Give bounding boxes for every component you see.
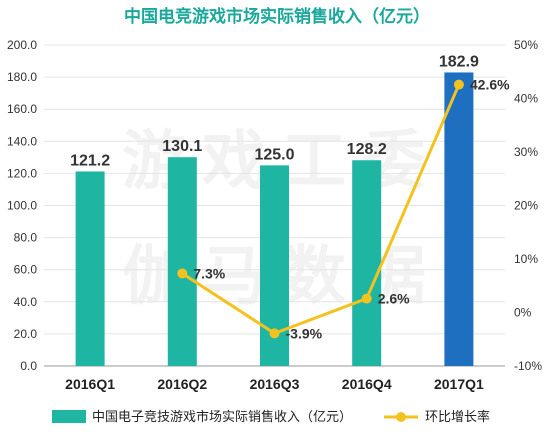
growth-line-series: 7.3% -3.9% 2.6% 42.6% (177, 77, 510, 341)
bar-series: 121.2 130.1 125.0 128.2 182.9 (70, 53, 479, 367)
right-tick-label: 10% (514, 252, 538, 266)
left-tick-label: 100.0 (7, 199, 37, 213)
left-tick-label: 80.0 (14, 231, 38, 245)
bar (444, 72, 474, 367)
x-tick-label: 2017Q1 (434, 376, 484, 392)
bar (352, 160, 382, 366)
legend-bar-swatch (52, 410, 86, 423)
bar-value-label: 130.1 (162, 138, 202, 155)
left-tick-label: 200.0 (7, 38, 37, 52)
right-tick-label: 30% (514, 145, 538, 159)
left-axis: 0.0 20.0 40.0 60.0 80.0 100.0 120.0 140.0 160.0 1… (7, 38, 37, 373)
bar (167, 157, 197, 366)
left-tick-label: 20.0 (14, 327, 38, 341)
x-tick-label: 2016Q2 (157, 376, 207, 392)
left-tick-label: 180.0 (7, 70, 37, 84)
growth-label: 42.6% (470, 77, 510, 93)
left-tick-label: 160.0 (7, 102, 37, 116)
growth-line (181, 83, 461, 335)
growth-point (177, 268, 188, 279)
growth-label: 7.3% (193, 265, 225, 281)
growth-point (269, 328, 280, 339)
growth-label: 2.6% (378, 291, 410, 307)
chart-title: 中国电竞游戏市场实际销售收入（亿元） (124, 6, 430, 26)
left-tick-label: 0.0 (20, 359, 37, 373)
left-tick-label: 60.0 (14, 263, 38, 277)
left-tick-label: 40.0 (14, 295, 38, 309)
bar-value-label: 128.2 (347, 141, 387, 158)
right-tick-label: -10% (514, 359, 542, 373)
legend: 中国电子竞技游戏市场实际销售收入（亿元） 环比增长率 (52, 409, 490, 424)
growth-label: -3.9% (286, 325, 323, 341)
bar-value-label: 121.2 (70, 152, 110, 169)
x-tick-label: 2016Q1 (65, 376, 115, 392)
right-tick-label: 40% (514, 92, 538, 106)
legend-line-label: 环比增长率 (425, 409, 490, 424)
right-tick-label: 20% (514, 199, 538, 213)
x-tick-label: 2016Q3 (250, 376, 300, 392)
bar-value-label: 125.0 (254, 146, 294, 163)
x-tick-label: 2016Q4 (342, 376, 392, 392)
legend-line-marker (396, 412, 406, 422)
left-tick-label: 120.0 (7, 166, 37, 180)
bar (75, 171, 105, 366)
x-axis: 2016Q1 2016Q2 2016Q3 2016Q4 2017Q1 (65, 376, 484, 392)
growth-point (361, 293, 372, 304)
bar-value-label: 182.9 (439, 53, 479, 70)
legend-bar-label: 中国电子竞技游戏市场实际销售收入（亿元） (92, 409, 352, 424)
growth-point (453, 79, 464, 90)
left-tick-label: 140.0 (7, 134, 37, 148)
right-tick-label: 0% (514, 306, 532, 320)
right-axis: -10% 0% 10% 20% 30% 40% 50% (514, 38, 542, 373)
right-tick-label: 50% (514, 38, 538, 52)
